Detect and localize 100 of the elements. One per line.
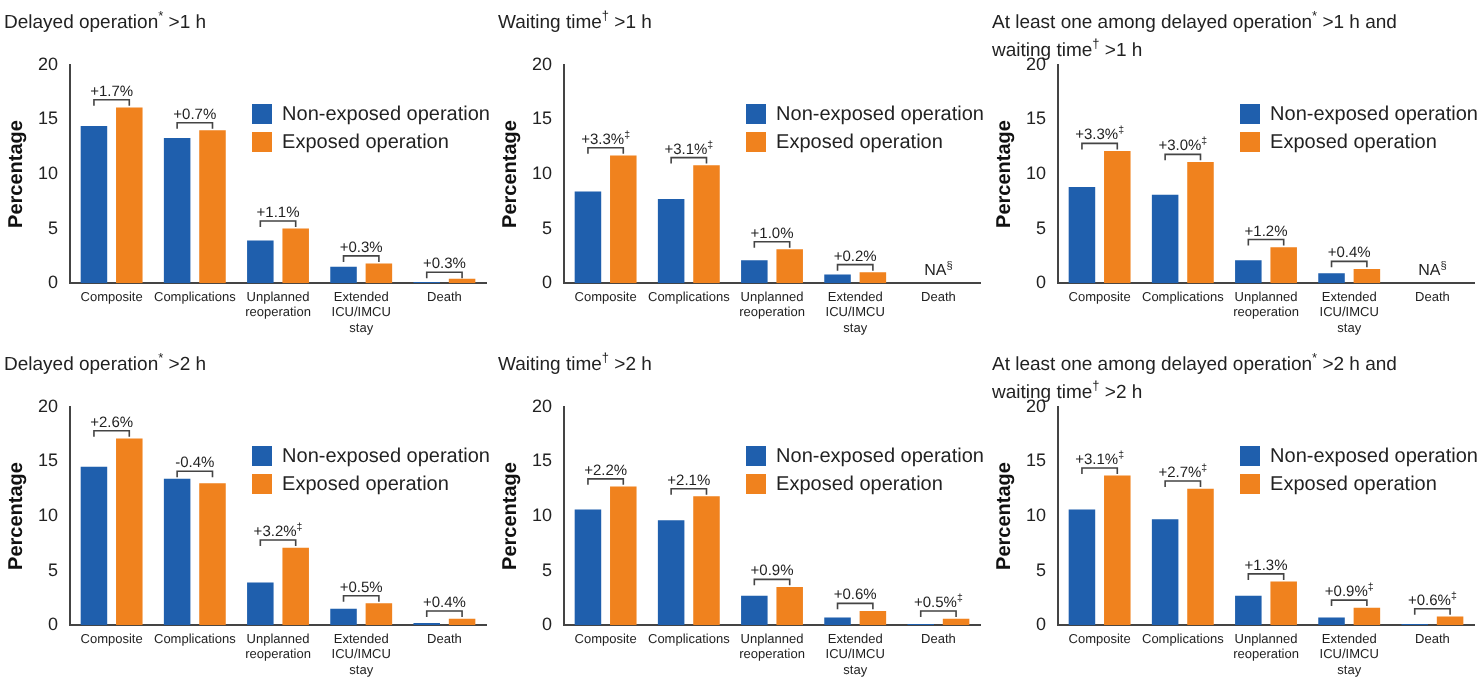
y-axis-title: Percentage <box>993 119 1016 228</box>
bar <box>448 278 476 284</box>
y-axis-title: Percentage <box>5 461 28 570</box>
y-tick-label: 0 <box>47 272 59 293</box>
y-tick-label: 15 <box>531 450 553 471</box>
y-tick-label: 5 <box>541 217 553 238</box>
legend-label: Non-exposed operation <box>282 103 490 125</box>
bar <box>116 438 143 626</box>
y-tick-label: 10 <box>531 162 553 183</box>
y-tick-label: 0 <box>1035 614 1047 635</box>
legend-label: Non-exposed operation <box>282 445 490 467</box>
legend-label: Exposed operation <box>776 131 943 153</box>
bar <box>1318 273 1345 284</box>
bar <box>163 137 191 284</box>
bar <box>1104 151 1131 284</box>
bar <box>574 191 602 284</box>
bar <box>282 547 309 626</box>
bar <box>776 586 803 626</box>
bar <box>824 274 851 284</box>
y-tick-label: 10 <box>531 504 553 525</box>
bar <box>247 582 274 626</box>
bar <box>741 260 768 284</box>
chart-title: Waiting time$^{†}$ >1 h <box>498 8 654 35</box>
y-tick-label: 10 <box>1025 504 1047 525</box>
y-axis-title: Percentage <box>5 119 28 228</box>
legend-label: Exposed operation <box>776 473 943 495</box>
bar <box>942 618 970 626</box>
y-tick-label: 15 <box>37 450 59 471</box>
y-tick-label: 10 <box>37 504 59 525</box>
chart-title: Delayed operation$^{*}$ >2 h <box>4 350 209 377</box>
bar <box>116 107 143 284</box>
bar <box>657 520 685 626</box>
y-tick-label: 15 <box>1025 108 1047 129</box>
y-tick-label: 0 <box>541 272 553 293</box>
bar <box>657 199 685 284</box>
bar <box>1187 161 1214 284</box>
bar <box>610 486 637 626</box>
y-tick-label: 20 <box>37 395 59 416</box>
bar <box>574 509 602 626</box>
bar <box>693 496 720 626</box>
bar <box>1068 187 1096 284</box>
bar <box>824 617 851 626</box>
bar <box>448 618 476 626</box>
bar <box>330 266 357 284</box>
chart-title: Waiting time$^{†}$ >2 h <box>498 350 654 377</box>
bar <box>1436 616 1464 626</box>
bar <box>610 155 637 284</box>
bar <box>80 466 108 626</box>
bar <box>247 240 274 284</box>
legend-label: Non-exposed operation <box>776 103 984 125</box>
y-axis-title: Percentage <box>499 119 522 228</box>
legend-label: Non-exposed operation <box>1270 445 1478 467</box>
y-tick-label: 20 <box>531 53 553 74</box>
bar <box>693 165 720 284</box>
y-tick-label: 5 <box>47 217 59 238</box>
bar <box>1353 607 1381 626</box>
bar <box>741 595 768 626</box>
bar <box>80 125 108 284</box>
bar <box>1235 260 1262 284</box>
y-axis-title: Percentage <box>499 461 522 570</box>
legend-label: Non-exposed operation <box>1270 103 1478 125</box>
bar <box>859 272 887 284</box>
bar <box>282 228 309 284</box>
y-tick-label: 5 <box>47 559 59 580</box>
y-tick-label: 15 <box>37 108 59 129</box>
y-axis-title: Percentage <box>993 461 1016 570</box>
bar <box>163 478 191 626</box>
y-tick-label: 5 <box>1035 217 1047 238</box>
legend-label: Exposed operation <box>282 131 449 153</box>
legend-label: Non-exposed operation <box>776 445 984 467</box>
bar <box>1353 269 1381 284</box>
bar <box>1104 475 1131 626</box>
bar <box>1068 509 1096 626</box>
bar <box>776 249 803 284</box>
y-tick-label: 20 <box>531 395 553 416</box>
bar <box>1270 247 1297 284</box>
y-tick-label: 5 <box>1035 559 1047 580</box>
legend-label: Exposed operation <box>1270 131 1437 153</box>
y-tick-label: 0 <box>1035 272 1047 293</box>
y-tick-label: 20 <box>37 53 59 74</box>
y-tick-label: 0 <box>541 614 553 635</box>
bar <box>1151 519 1179 626</box>
y-tick-label: 10 <box>1025 162 1047 183</box>
bar <box>199 483 226 626</box>
bar <box>199 130 226 284</box>
bar <box>1235 595 1262 626</box>
bar <box>1151 194 1179 284</box>
y-tick-label: 15 <box>531 108 553 129</box>
chart-title: Delayed operation$^{*}$ >1 h <box>4 8 209 35</box>
bar <box>1318 617 1345 626</box>
legend-label: Exposed operation <box>282 473 449 495</box>
y-tick-label: 0 <box>47 614 59 635</box>
bar <box>330 608 357 626</box>
bar <box>365 603 393 626</box>
bar <box>1270 581 1297 626</box>
legend-label: Exposed operation <box>1270 473 1437 495</box>
bar <box>365 263 393 284</box>
y-tick-label: 15 <box>1025 450 1047 471</box>
y-tick-label: 5 <box>541 559 553 580</box>
y-tick-label: 10 <box>37 162 59 183</box>
